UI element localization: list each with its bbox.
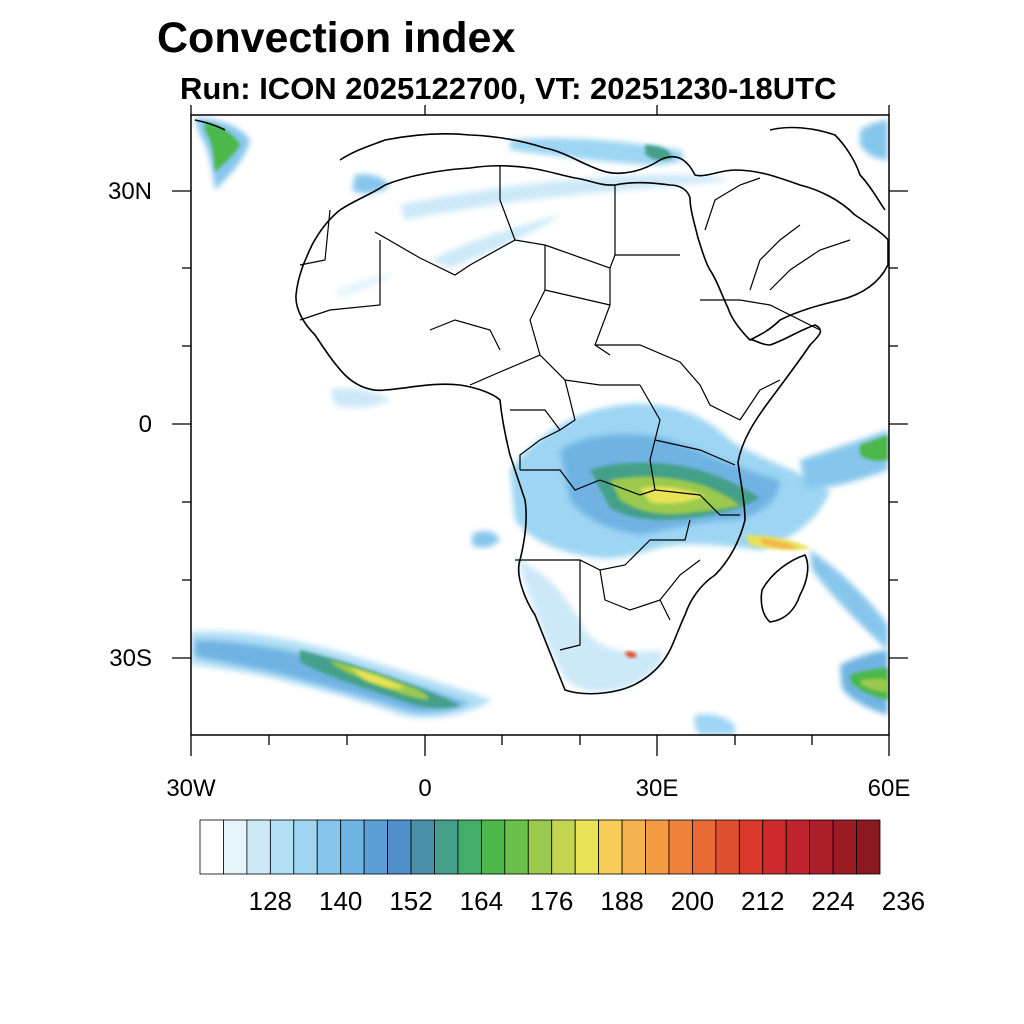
colorbar-label: 212 — [741, 886, 785, 916]
field-southern-africa — [520, 560, 663, 692]
field-indian-ocean — [800, 120, 888, 715]
field-southern-ocean — [694, 714, 735, 735]
colorbar-swatch — [738, 819, 764, 875]
colorbar-swatch — [527, 819, 553, 875]
colorbar-swatch — [645, 819, 670, 875]
map-title: Convection index — [157, 14, 516, 62]
colorbar-label: 188 — [600, 886, 644, 916]
colorbar-swatch — [598, 819, 623, 875]
lat-label-30n: 30N — [107, 178, 152, 205]
lat-label-30s: 30S — [109, 645, 152, 672]
colorbar-swatch — [785, 819, 811, 875]
axis-ticks — [172, 105, 908, 756]
colorbar-swatch — [621, 819, 646, 875]
colorbar-label: 236 — [881, 886, 926, 916]
colorbar-swatch — [692, 819, 717, 875]
field-sahara-band — [335, 174, 730, 298]
colorbar — [199, 819, 881, 875]
lon-label-60e: 60E — [867, 775, 911, 802]
colorbar-swatch — [832, 819, 857, 875]
colorbar-swatch — [223, 819, 248, 875]
colorbar-label: 140 — [318, 886, 363, 916]
colorbar-swatch — [668, 819, 693, 875]
colorbar-swatch — [269, 819, 295, 875]
colorbar-label: 128 — [248, 886, 293, 916]
map-subtitle: Run: ICON 2025122700, VT: 20251230-18UTC — [180, 71, 837, 106]
field-gulf-guinea — [330, 388, 390, 408]
colorbar-swatch — [340, 819, 365, 875]
colorbar-swatch — [457, 819, 482, 875]
colorbar-swatch — [363, 819, 388, 875]
colorbar-swatch — [410, 819, 435, 875]
colorbar-swatch — [316, 819, 342, 875]
lat-label-0: 0 — [138, 411, 152, 438]
colorbar-swatch — [856, 819, 881, 875]
colorbar-swatch — [199, 819, 224, 875]
field-se-atlantic — [472, 530, 500, 548]
colorbar-label: 164 — [459, 886, 504, 916]
country-borders — [299, 165, 851, 651]
colorbar-swatch — [551, 819, 576, 875]
lon-label-0: 0 — [418, 775, 432, 802]
colorbar-swatch — [574, 819, 600, 875]
colorbar-swatch — [504, 819, 529, 875]
lon-label-30e: 30E — [635, 775, 679, 802]
colorbar-label: 200 — [670, 886, 715, 916]
colorbar-swatch — [387, 819, 412, 875]
coastline — [194, 119, 889, 695]
colorbar-swatch — [246, 819, 271, 875]
colorbar-label: 152 — [389, 886, 433, 916]
field-central-africa — [510, 403, 830, 559]
field-south-atlantic — [191, 631, 492, 718]
colorbar-label: 176 — [530, 886, 574, 916]
colorbar-swatch — [715, 819, 740, 875]
colorbar-swatch — [809, 819, 834, 875]
colorbar-swatch — [762, 819, 787, 875]
lon-label-30w: 30W — [166, 775, 216, 802]
map-frame — [190, 114, 890, 736]
colorbar-swatch — [480, 819, 506, 875]
colorbar-swatch — [434, 819, 459, 875]
colorbar-swatch — [293, 819, 318, 875]
colorbar-label: 224 — [811, 886, 855, 916]
convection-field — [191, 118, 888, 735]
field-nw-atlantic — [195, 118, 250, 190]
